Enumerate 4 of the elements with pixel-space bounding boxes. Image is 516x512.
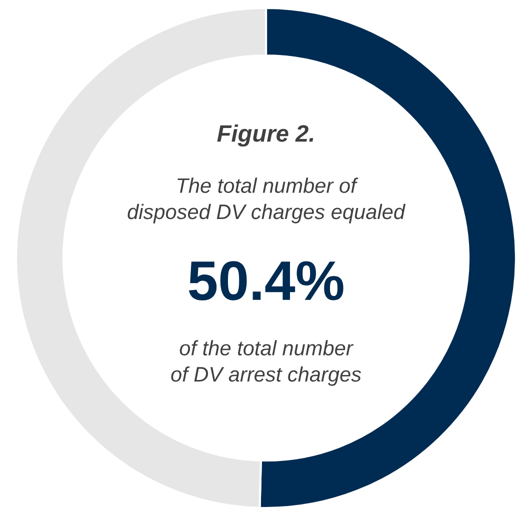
data-label: 50.4% — [188, 261, 344, 300]
text: Figure 2. — [217, 124, 314, 147]
text: of the total number of DV arrest charges — [171, 340, 362, 386]
text: The total number of disposed DV charges equaled — [128, 178, 406, 224]
